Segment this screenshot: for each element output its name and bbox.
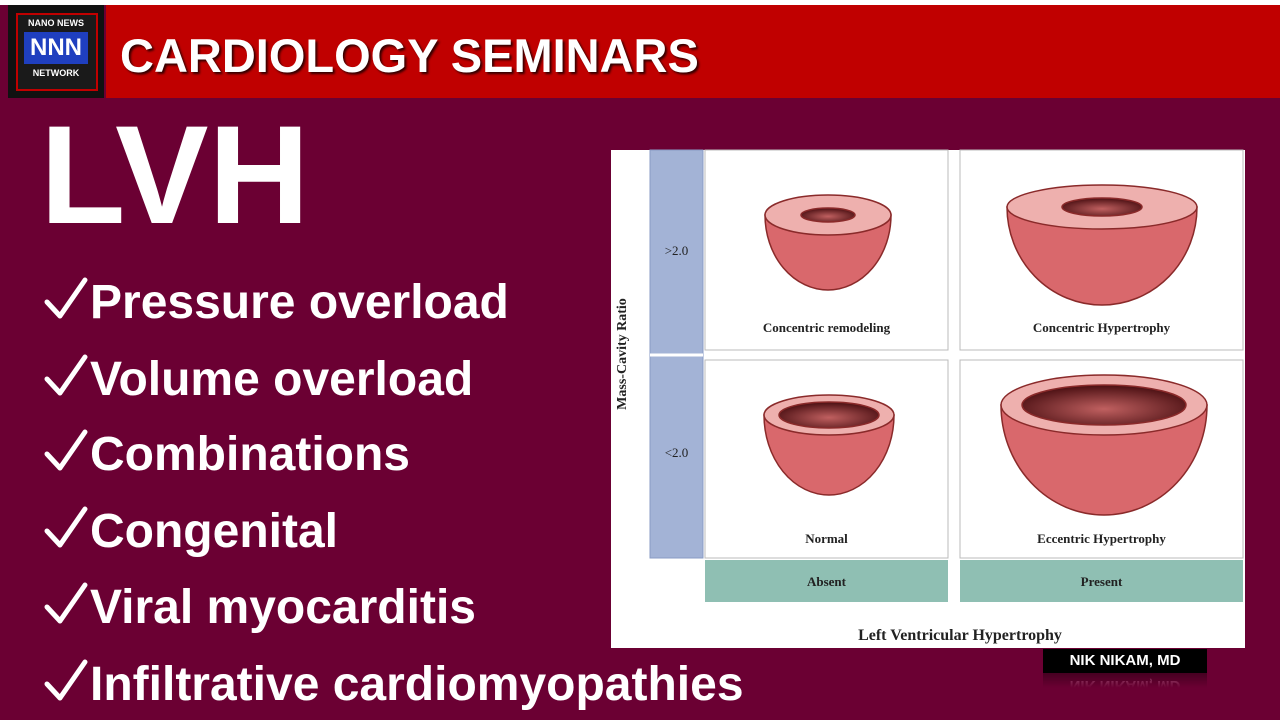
top-strip: [0, 0, 1280, 5]
column-label: Present: [1080, 574, 1123, 589]
column-axis: [960, 560, 1243, 602]
logo: NANO NEWS NNN NETWORK: [8, 5, 104, 98]
header-bar: [106, 5, 1280, 98]
logo-bottom: NETWORK: [32, 68, 80, 78]
header-title: CARDIOLOGY SEMINARS: [120, 29, 699, 82]
x-axis-label: Left Ventricular Hypertrophy: [858, 627, 1062, 644]
row-label: <2.0: [664, 445, 689, 460]
checkmarks: [44, 277, 88, 701]
cell-label: Normal: [805, 531, 848, 546]
heading: LVH: [40, 96, 310, 253]
y-axis-label: Mass-Cavity Ratio: [615, 298, 630, 410]
list-item: Pressure overload: [90, 276, 509, 329]
list-item: Infiltrative cardiomyopathies: [90, 658, 744, 711]
list-item: Volume overload: [90, 353, 474, 406]
cell-label: Concentric Hypertrophy: [1032, 320, 1171, 335]
list-item: Viral myocarditis: [90, 581, 476, 634]
logo-top: NANO NEWS: [28, 18, 84, 28]
cell-label: Eccentric Hypertrophy: [1037, 531, 1166, 546]
logo-middle: NNN: [24, 32, 88, 64]
bowls: [763, 184, 1208, 516]
column-label: Absent: [806, 574, 846, 589]
column-axis: [705, 560, 948, 602]
list-item: Combinations: [90, 428, 410, 481]
author: NIK NIKAM, MD: [1043, 649, 1207, 673]
list-item: Congenital: [90, 505, 338, 558]
cell-label: Concentric remodeling: [762, 320, 891, 335]
row-label: >2.0: [664, 243, 689, 258]
